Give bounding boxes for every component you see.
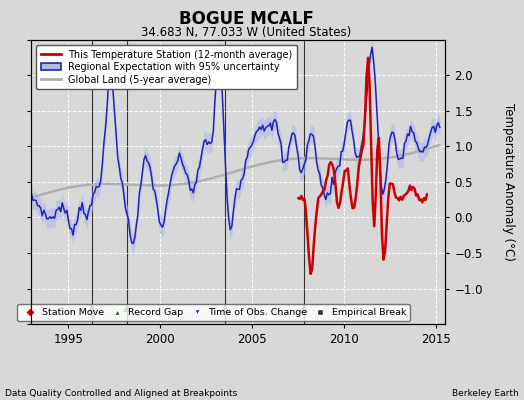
Text: BOGUE MCALF: BOGUE MCALF: [179, 10, 314, 28]
Text: Data Quality Controlled and Aligned at Breakpoints: Data Quality Controlled and Aligned at B…: [5, 389, 237, 398]
Legend: Station Move, Record Gap, Time of Obs. Change, Empirical Break: Station Move, Record Gap, Time of Obs. C…: [17, 304, 410, 321]
Text: Berkeley Earth: Berkeley Earth: [452, 389, 519, 398]
Y-axis label: Temperature Anomaly (°C): Temperature Anomaly (°C): [503, 103, 516, 261]
Text: 34.683 N, 77.033 W (United States): 34.683 N, 77.033 W (United States): [141, 26, 352, 39]
